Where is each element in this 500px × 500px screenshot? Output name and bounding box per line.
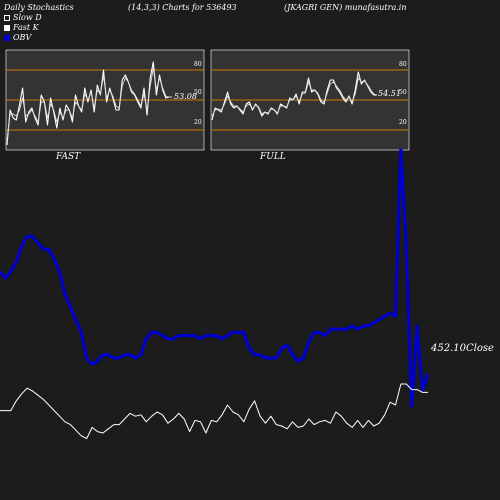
legend-fast-k: Fast K bbox=[4, 23, 39, 32]
full-last-value: 54.51 bbox=[378, 89, 401, 98]
full-level-20-label: 20 bbox=[399, 119, 407, 126]
legend-obv-label: OBV bbox=[13, 33, 32, 42]
fast-panel-label: FAST bbox=[56, 152, 81, 162]
fast-last-value: 53.08 bbox=[174, 92, 197, 101]
full-level-80-label: 80 bbox=[399, 61, 407, 68]
fast-stochastics-panel: 80 50 20 53.08 bbox=[5, 49, 205, 151]
obv-line bbox=[0, 148, 430, 408]
full-slow-d-line bbox=[211, 77, 378, 117]
chart-title: Daily Stochastics bbox=[4, 3, 74, 12]
obv-price-area bbox=[0, 148, 430, 440]
legend-obv: OBV bbox=[4, 33, 31, 42]
close-price-label: 452.10Close bbox=[430, 343, 494, 354]
fast-slow-d-line bbox=[6, 67, 172, 141]
fast-level-50-label: 50 bbox=[194, 89, 202, 96]
legend-fill-swatch-icon bbox=[4, 24, 10, 31]
legend-slow-d-label: Slow D bbox=[13, 13, 42, 22]
legend-fast-k-label: Fast K bbox=[13, 23, 39, 32]
full-stochastics-panel: 80 50 20 54.51 bbox=[210, 49, 410, 151]
legend-slow-d: Slow D bbox=[4, 13, 42, 22]
legend-outline-swatch-icon bbox=[4, 14, 10, 21]
full-panel-label: FULL bbox=[260, 152, 286, 162]
full-level-50-label: 50 bbox=[399, 89, 407, 96]
fast-level-80-label: 80 bbox=[194, 61, 202, 68]
close-price-line bbox=[0, 383, 428, 440]
chart-symbol: (JKAGRI GEN) munafasutra.in bbox=[284, 3, 407, 12]
chart-params: (14,3,3) Charts for 536493 bbox=[128, 3, 237, 12]
legend-obv-swatch-icon bbox=[4, 34, 10, 41]
fast-level-20-label: 20 bbox=[194, 119, 202, 126]
